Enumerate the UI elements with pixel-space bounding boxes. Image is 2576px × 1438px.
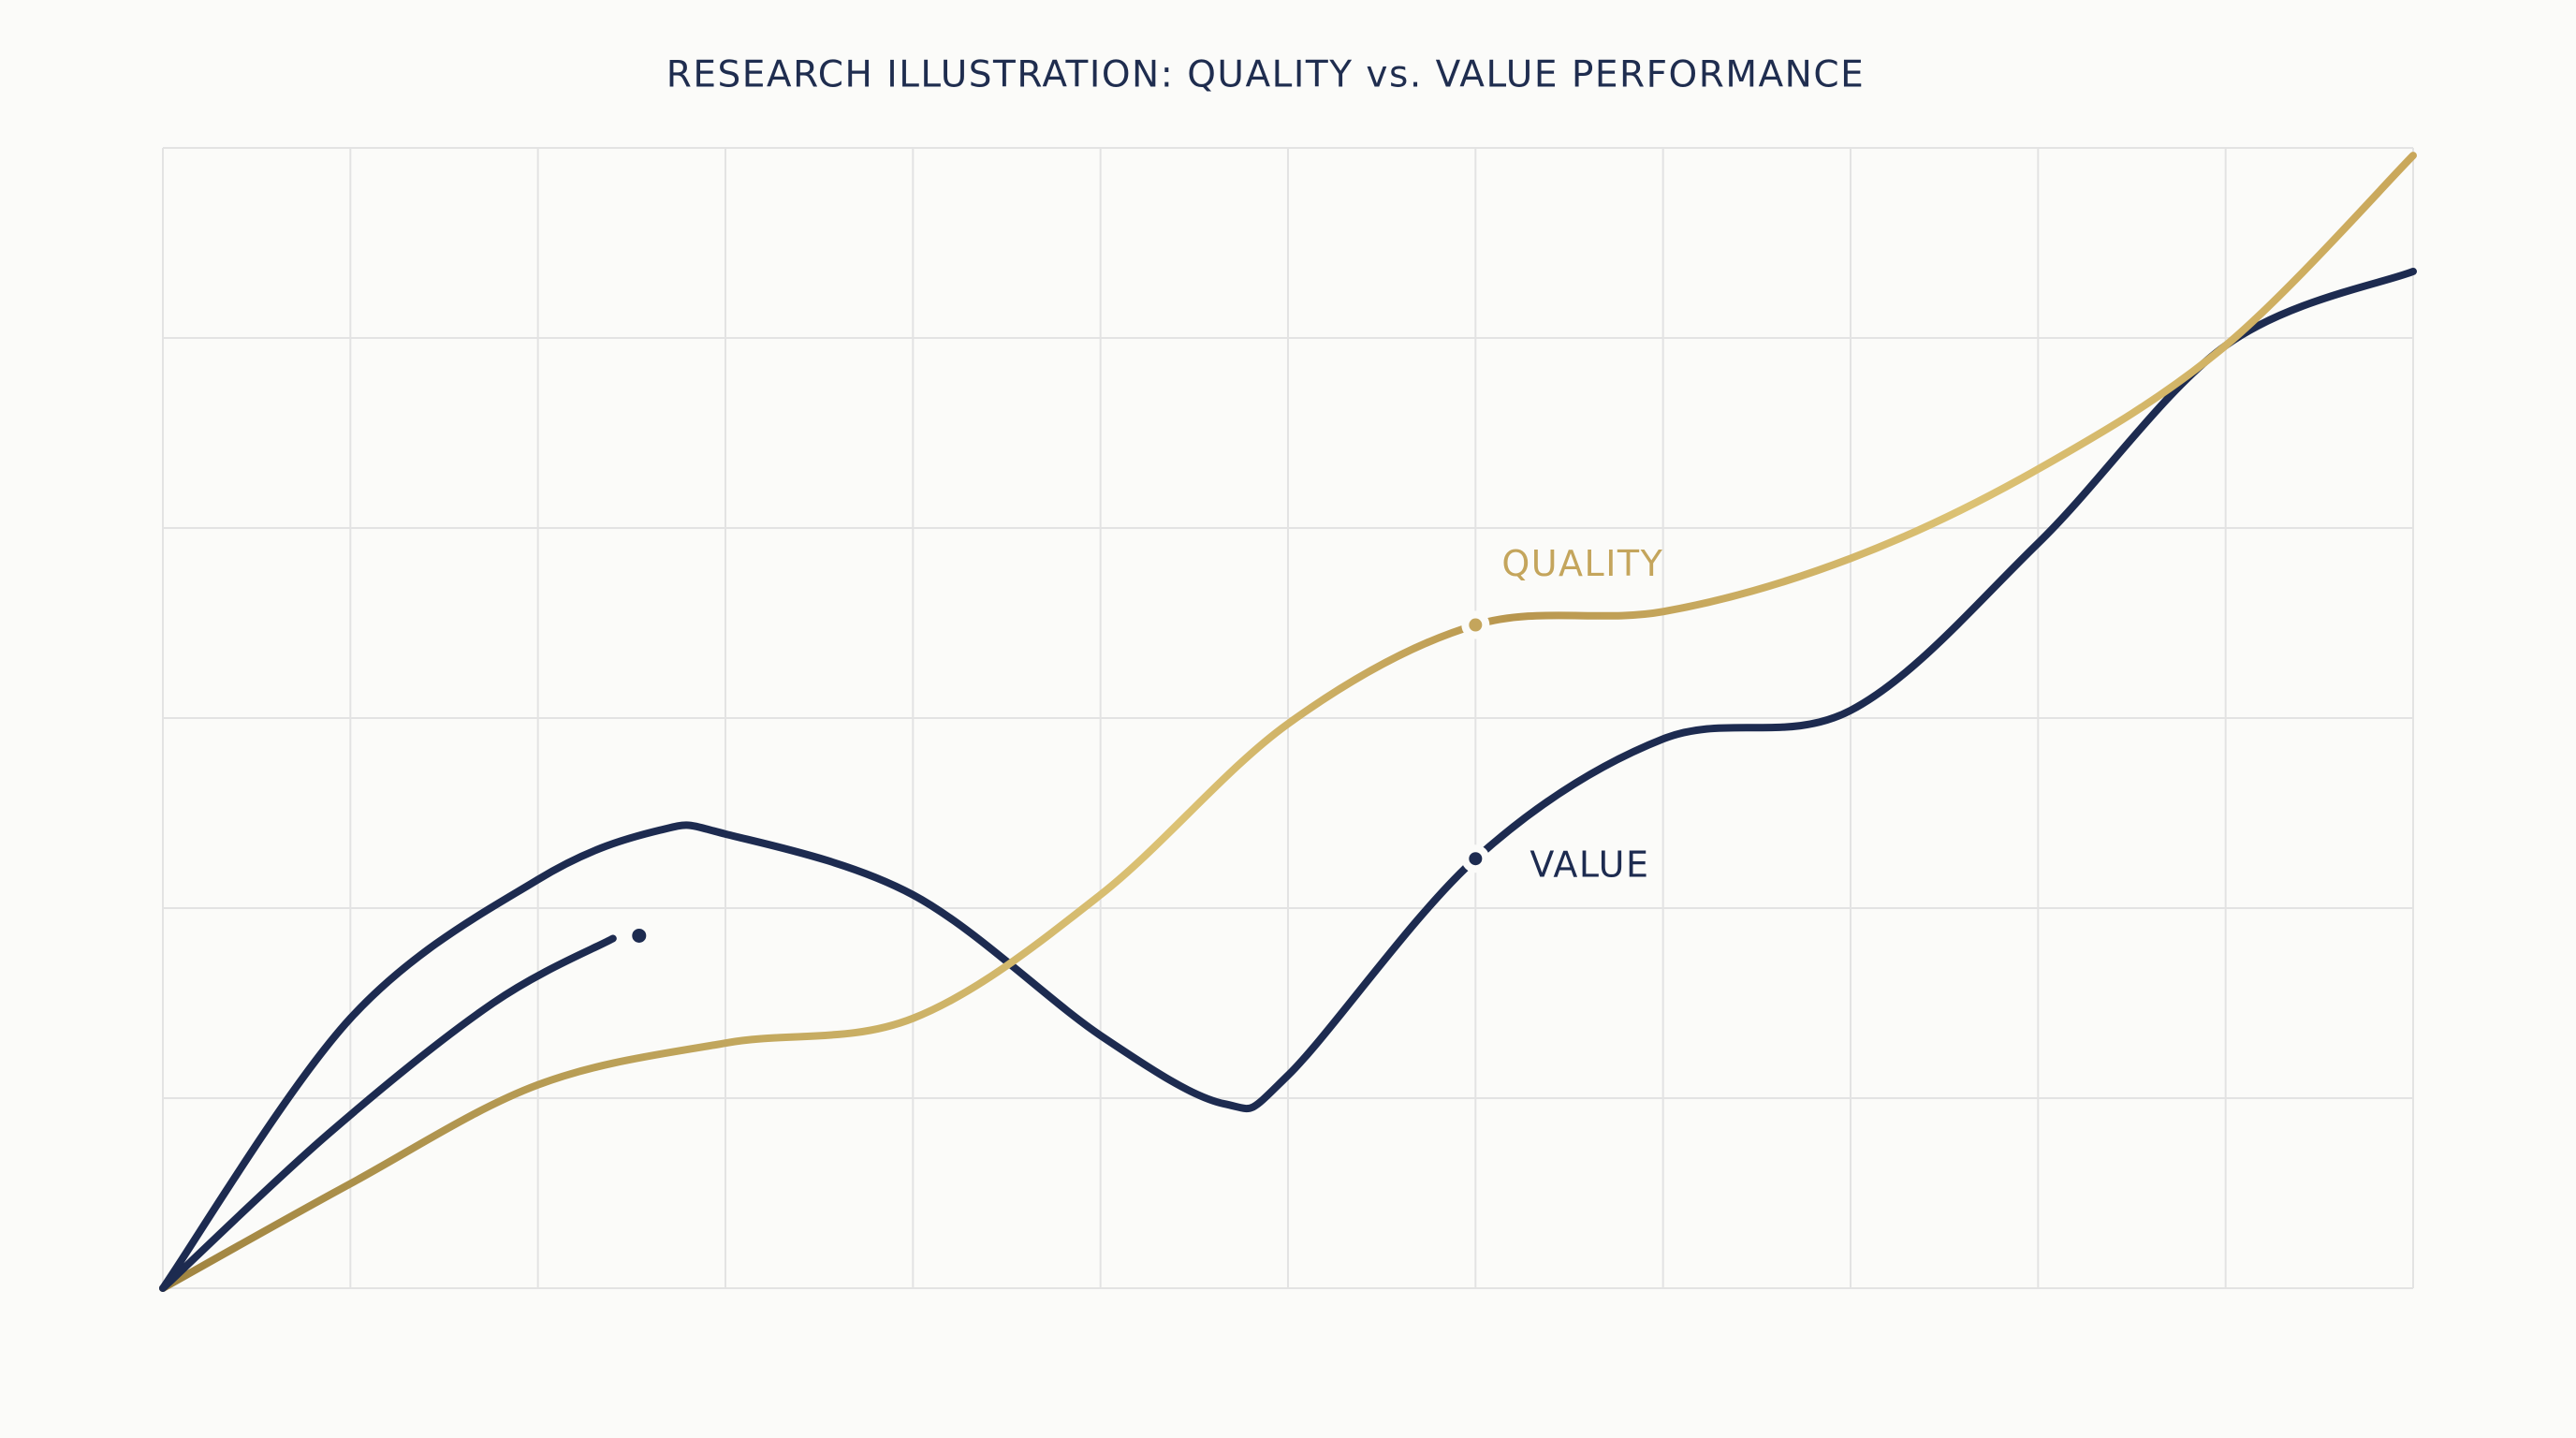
annotation-label: QUALITY [1501, 543, 1663, 584]
lines [159, 152, 2417, 1292]
annotation-label: VALUE [1530, 844, 1649, 886]
annotation-marker [1461, 610, 1490, 639]
annotation-marker [1461, 844, 1490, 873]
point-marker [625, 921, 653, 949]
chart-title: RESEARCH ILLUSTRATION: QUALITY vs. VALUE… [666, 54, 1865, 96]
series-line [159, 152, 2417, 1292]
series-line [159, 934, 617, 1292]
series-line [159, 267, 2417, 1292]
markers: QUALITY VALUE [625, 543, 1663, 949]
grid [162, 147, 2414, 1289]
